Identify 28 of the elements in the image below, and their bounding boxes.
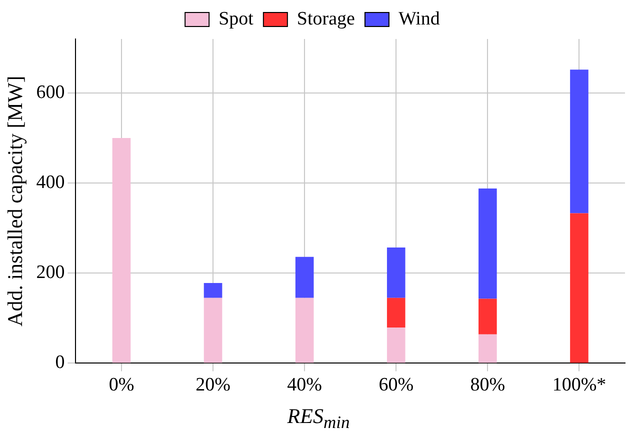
y-axis-title: Add. installed capacity [MW] [3, 76, 28, 326]
y-tick-label: 200 [36, 262, 65, 284]
y-tick-label: 600 [36, 82, 65, 104]
bar [570, 70, 588, 214]
y-tick-label: 400 [36, 172, 65, 194]
legend-label: Spot [218, 8, 254, 30]
x-tick-label: 60% [378, 374, 414, 396]
bar [570, 213, 588, 363]
bar [478, 188, 497, 299]
bar [112, 138, 131, 363]
bar [295, 256, 314, 298]
legend-label: Wind [398, 8, 440, 30]
bar [478, 298, 497, 334]
x-tick-label: 40% [287, 374, 322, 396]
bar [204, 283, 222, 298]
bar [204, 298, 222, 363]
x-tick-label: 20% [196, 374, 231, 396]
bar [478, 334, 497, 363]
x-tick-label: 100%* [552, 374, 606, 396]
x-axis-title: RES$_{min}$ [286, 404, 351, 434]
x-tick-label: 0% [108, 374, 134, 396]
bar [386, 247, 406, 298]
bar [386, 298, 406, 328]
bar [386, 328, 406, 363]
bar [295, 298, 314, 363]
legend-label: Storage [296, 8, 355, 30]
y-tick-label: 0 [55, 352, 65, 374]
x-tick-label: 80% [470, 374, 506, 396]
